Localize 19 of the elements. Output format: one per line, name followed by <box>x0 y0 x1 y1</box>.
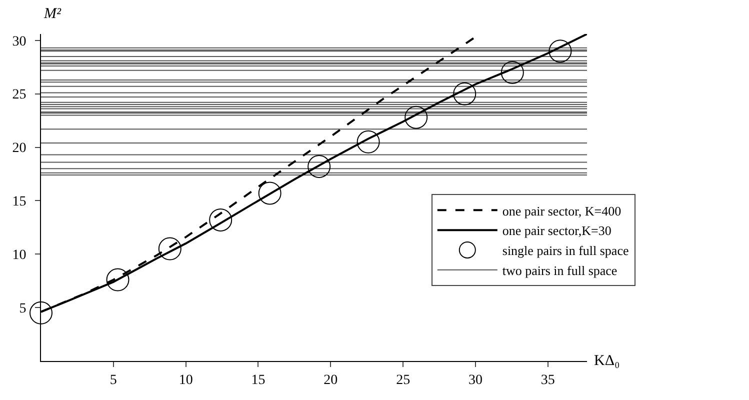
legend-label: two pairs in full space <box>502 262 618 278</box>
y-tick-label: 10 <box>12 248 26 264</box>
y-tick-label: 20 <box>12 141 26 156</box>
x-axis-title: KΔ₀ <box>594 353 620 369</box>
x-tick-label: 5 <box>110 372 117 388</box>
y-tick-label: 25 <box>12 88 26 103</box>
legend-label: one pair sector,K=30 <box>502 223 612 238</box>
y-axis-title: M² <box>43 6 62 22</box>
x-tick-label: 10 <box>178 372 193 388</box>
x-tick-label: 35 <box>540 372 555 388</box>
y-tick-label: 5 <box>19 301 26 316</box>
x-tick-label: 30 <box>468 372 482 388</box>
x-tick-label: 15 <box>251 372 266 388</box>
y-tick-label: 15 <box>12 194 26 210</box>
x-tick-label: 25 <box>396 372 410 388</box>
legend-label: one pair sector, K=400 <box>502 203 622 218</box>
legend-label: single pairs in full space <box>502 243 629 258</box>
x-tick-label: 20 <box>324 372 338 388</box>
y-tick-label: 30 <box>12 34 26 50</box>
